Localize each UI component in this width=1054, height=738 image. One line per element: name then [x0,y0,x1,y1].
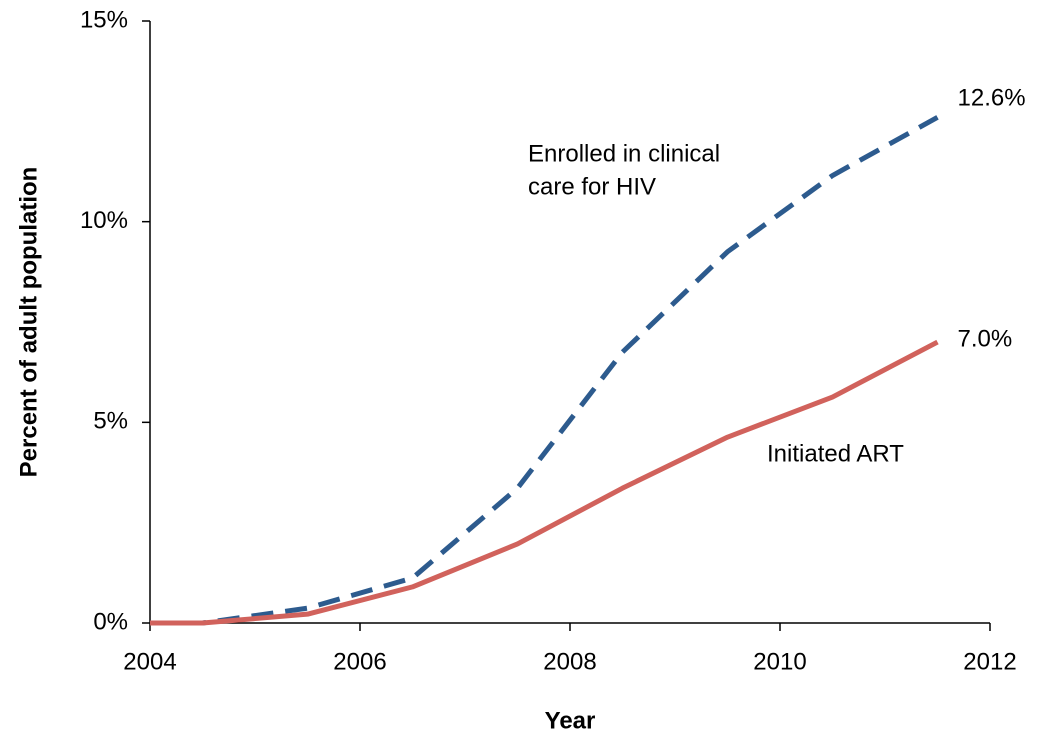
value-label: 12.6% [958,85,1026,112]
value-label: 7.0% [958,325,1013,352]
y-tick-label: 0% [93,608,128,635]
series-line [150,339,939,626]
x-tick-label: 2004 [123,648,176,675]
y-tick-label: 10% [80,207,128,234]
x-tick-label: 2006 [333,648,386,675]
x-tick-label: 2008 [543,648,596,675]
y-axis-title: Percent of adult population [15,167,42,478]
y-tick-label: 15% [80,6,128,33]
x-tick-label: 2012 [963,648,1016,675]
y-tick-label: 5% [93,408,128,435]
series-label: Enrolled in clinical [528,140,720,167]
series-label: Initiated ART [767,440,904,467]
x-axis-title: Year [545,707,596,734]
series-label: care for HIV [528,173,656,200]
x-tick-label: 2010 [753,648,806,675]
